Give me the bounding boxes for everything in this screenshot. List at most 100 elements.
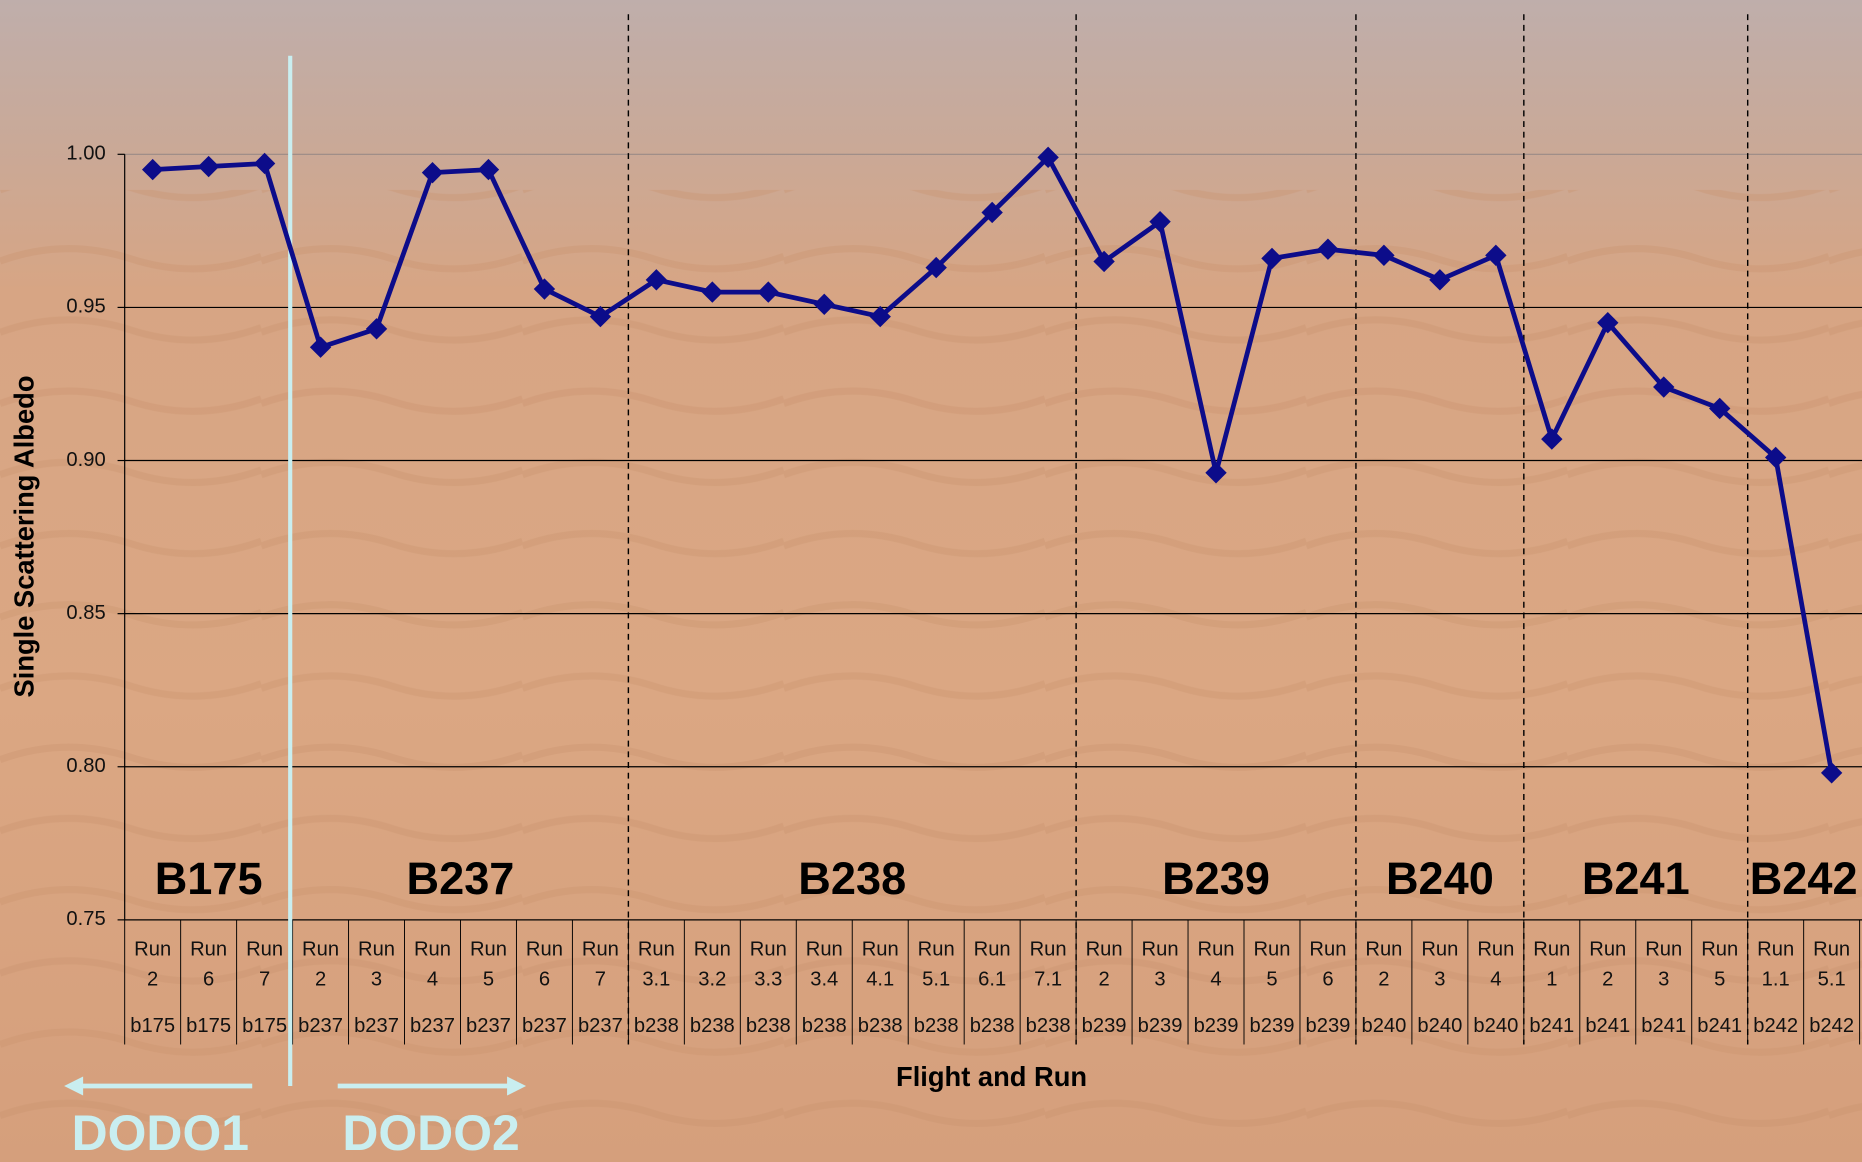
flight-label: b240	[1361, 1015, 1406, 1037]
data-point	[197, 155, 220, 178]
category-label: Run 5	[1701, 939, 1738, 991]
data-point	[1093, 250, 1115, 273]
flight-label: b237	[354, 1015, 399, 1037]
category-label: Run 3	[1142, 939, 1179, 991]
flight-label: b238	[858, 1015, 903, 1037]
flight-label: b239	[1250, 1015, 1295, 1037]
y-axis-title: Single Scattering Albedo	[8, 376, 39, 698]
data-point	[1709, 397, 1731, 420]
category-label: Run 2	[302, 939, 339, 991]
flight-label: b238	[802, 1015, 847, 1037]
group-label: B239	[1162, 853, 1270, 904]
category-label: Run 4	[1198, 939, 1235, 991]
y-tick-label: 0.85	[66, 602, 105, 624]
data-point	[869, 305, 891, 328]
category-label: Run 2	[1365, 939, 1402, 991]
data-point	[1205, 462, 1227, 484]
category-label: Run 3.2	[694, 939, 731, 991]
category-label: Run 5.1	[918, 939, 955, 991]
flight-label: b241	[1529, 1015, 1574, 1037]
category-label: Run 3	[1421, 939, 1458, 991]
category-label: Run 2	[1589, 939, 1626, 991]
arrow-head	[64, 1076, 84, 1096]
annotation: DODO2	[342, 1105, 519, 1161]
data-point	[477, 158, 500, 181]
flight-label: b239	[1082, 1015, 1127, 1037]
flight-label: b238	[634, 1015, 679, 1037]
x-axis-title: Flight and Run	[896, 1061, 1087, 1092]
flight-label: b242	[1809, 1015, 1854, 1037]
flight-label: b240	[1473, 1015, 1518, 1037]
data-point	[1541, 428, 1563, 450]
flight-label: b239	[1306, 1015, 1351, 1037]
category-label: Run 6	[1309, 939, 1346, 991]
data-point	[925, 256, 947, 279]
flight-label: b175	[186, 1015, 231, 1037]
category-label: Run 7	[246, 939, 283, 991]
flight-label: b237	[410, 1015, 455, 1037]
group-label: B237	[407, 853, 515, 904]
flight-label: b238	[690, 1015, 735, 1037]
flight-label: b237	[578, 1015, 623, 1037]
data-point	[1149, 210, 1171, 233]
flight-label: b238	[914, 1015, 959, 1037]
category-label: Run 3.4	[806, 939, 843, 991]
group-label: B238	[798, 853, 906, 904]
category-label: Run 3.1	[638, 939, 675, 991]
flight-label: b237	[298, 1015, 343, 1037]
group-label: B240	[1386, 853, 1494, 904]
data-point	[1597, 312, 1619, 334]
category-label: Run 4	[1477, 939, 1514, 991]
flight-label: b239	[1138, 1015, 1183, 1037]
group-label: B175	[155, 853, 263, 904]
category-label: Run 5.1	[1813, 939, 1850, 991]
category-label: Run 6	[190, 939, 227, 991]
category-label: Run 3	[1645, 939, 1682, 991]
flight-label: b238	[970, 1015, 1015, 1037]
data-point	[589, 305, 612, 328]
category-label: Run 5	[470, 939, 507, 991]
category-label: Run 4	[414, 939, 451, 991]
flight-label: b241	[1585, 1015, 1630, 1037]
flight-label: b242	[1753, 1015, 1798, 1037]
data-point	[1317, 238, 1339, 260]
group-label: B242	[1750, 853, 1858, 904]
category-label: Run 3.3	[750, 939, 787, 991]
flight-label: b239	[1194, 1015, 1239, 1037]
y-tick-label: 0.75	[66, 908, 105, 930]
group-label: B241	[1582, 853, 1690, 904]
y-tick-label: 0.95	[66, 296, 105, 318]
category-label: Run 5	[1253, 939, 1290, 991]
flight-label: b238	[746, 1015, 791, 1037]
category-label: Run 6	[526, 939, 563, 991]
flight-label: b241	[1697, 1015, 1742, 1037]
category-label: Run 3	[358, 939, 395, 991]
data-point	[533, 278, 556, 300]
y-tick-label: 0.80	[66, 755, 105, 777]
data-point	[1653, 376, 1675, 398]
flight-label: b237	[522, 1015, 567, 1037]
arrow-head	[507, 1076, 527, 1096]
flight-label: b241	[1641, 1015, 1686, 1037]
flight-label: b175	[130, 1015, 175, 1037]
y-tick-label: 0.90	[66, 449, 105, 471]
data-point	[365, 318, 388, 340]
flight-label: b237	[466, 1015, 511, 1037]
dune-texture	[0, 189, 1862, 1162]
category-label: Run 4.1	[862, 939, 899, 991]
flight-label: b240	[1417, 1015, 1462, 1037]
category-label: Run 2	[1086, 939, 1123, 991]
category-label: Run 6.1	[974, 939, 1011, 991]
data-point	[141, 158, 164, 181]
data-point	[1820, 762, 1843, 784]
y-tick-label: 1.00	[66, 143, 105, 165]
category-label: Run 7.1	[1030, 939, 1067, 991]
flight-label: b175	[242, 1015, 287, 1037]
category-label: Run 1.1	[1757, 939, 1794, 991]
data-point	[813, 293, 835, 316]
category-label: Run 2	[134, 939, 171, 991]
data-point	[1037, 146, 1059, 169]
data-point	[981, 201, 1003, 224]
